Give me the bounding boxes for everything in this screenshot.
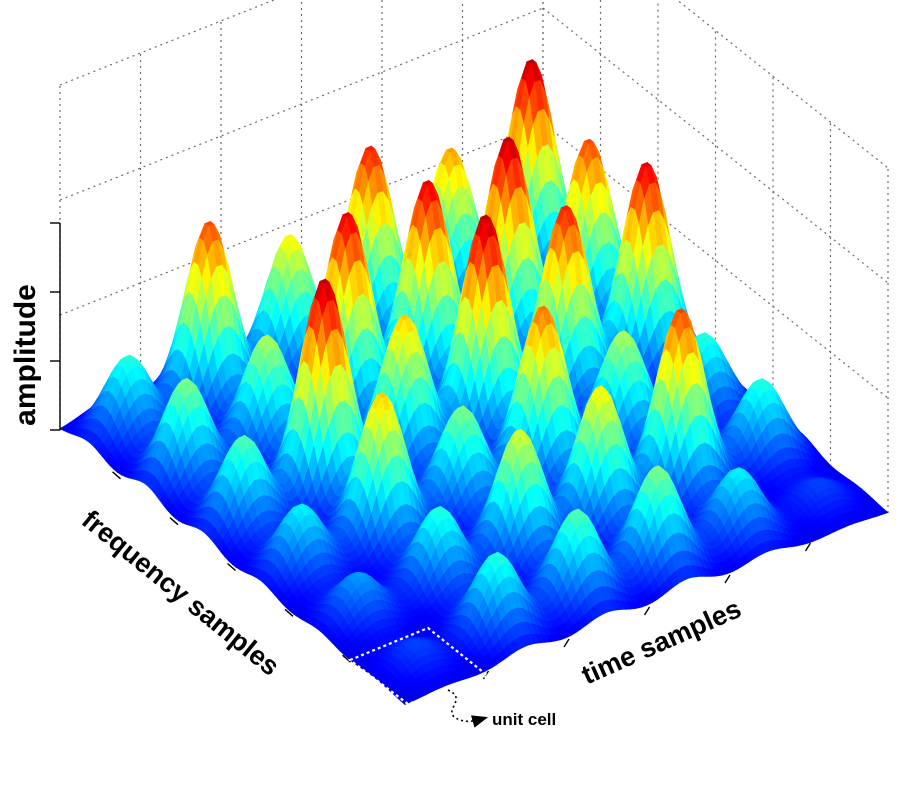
grid-line xyxy=(543,0,888,168)
grid-line xyxy=(60,0,543,85)
